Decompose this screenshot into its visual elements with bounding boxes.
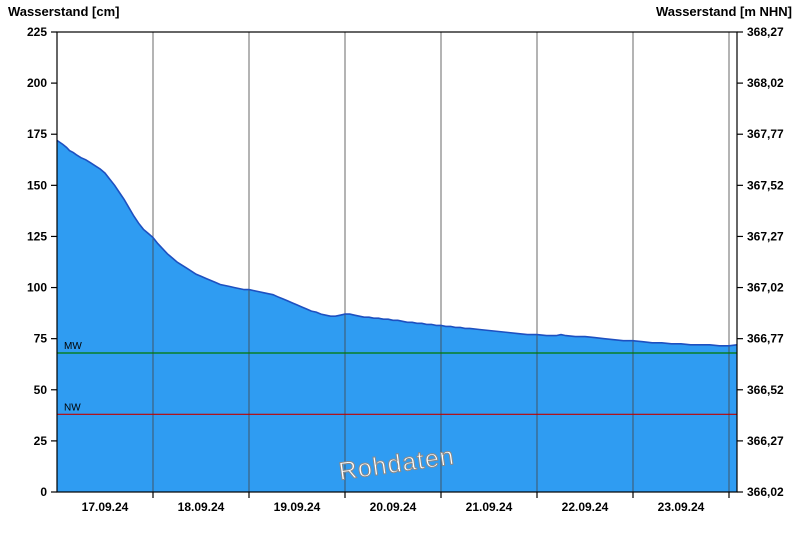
left-tick-label: 125 xyxy=(27,229,47,243)
left-axis-title: Wasserstand [cm] xyxy=(8,4,120,19)
left-tick-label: 150 xyxy=(27,178,47,192)
water-level-area xyxy=(57,140,737,492)
water-level-line xyxy=(56,139,738,347)
right-tick-label: 367,77 xyxy=(747,127,784,141)
left-tick-label: 100 xyxy=(27,281,47,295)
date-tick-label: 22.09.24 xyxy=(562,500,609,514)
left-tick-label: 225 xyxy=(27,25,47,39)
date-tick-label: 19.09.24 xyxy=(274,500,321,514)
reference-label-mw: MW xyxy=(64,341,82,352)
left-tick-label: 25 xyxy=(34,434,48,448)
right-tick-label: 367,27 xyxy=(747,229,784,243)
date-tick-label: 18.09.24 xyxy=(178,500,225,514)
right-tick-label: 366,77 xyxy=(747,332,784,346)
left-tick-label: 0 xyxy=(40,485,47,499)
right-tick-label: 366,52 xyxy=(747,383,784,397)
right-tick-label: 368,27 xyxy=(747,25,784,39)
right-tick-label: 367,52 xyxy=(747,178,784,192)
date-tick-label: 21.09.24 xyxy=(466,500,513,514)
right-tick-label: 366,27 xyxy=(747,434,784,448)
left-tick-label: 175 xyxy=(27,127,47,141)
left-tick-label: 200 xyxy=(27,76,47,90)
right-tick-label: 367,02 xyxy=(747,281,784,295)
date-tick-label: 17.09.24 xyxy=(82,500,129,514)
right-tick-label: 368,02 xyxy=(747,76,784,90)
plot-border xyxy=(56,31,738,493)
reference-label-nw: NW xyxy=(64,402,81,413)
right-tick-label: 366,02 xyxy=(747,485,784,499)
left-tick-label: 75 xyxy=(34,332,48,346)
left-tick-label: 50 xyxy=(34,383,48,397)
right-axis-title: Wasserstand [m NHN] xyxy=(655,4,792,19)
date-tick-label: 20.09.24 xyxy=(370,500,417,514)
date-tick-label: 23.09.24 xyxy=(658,500,705,514)
